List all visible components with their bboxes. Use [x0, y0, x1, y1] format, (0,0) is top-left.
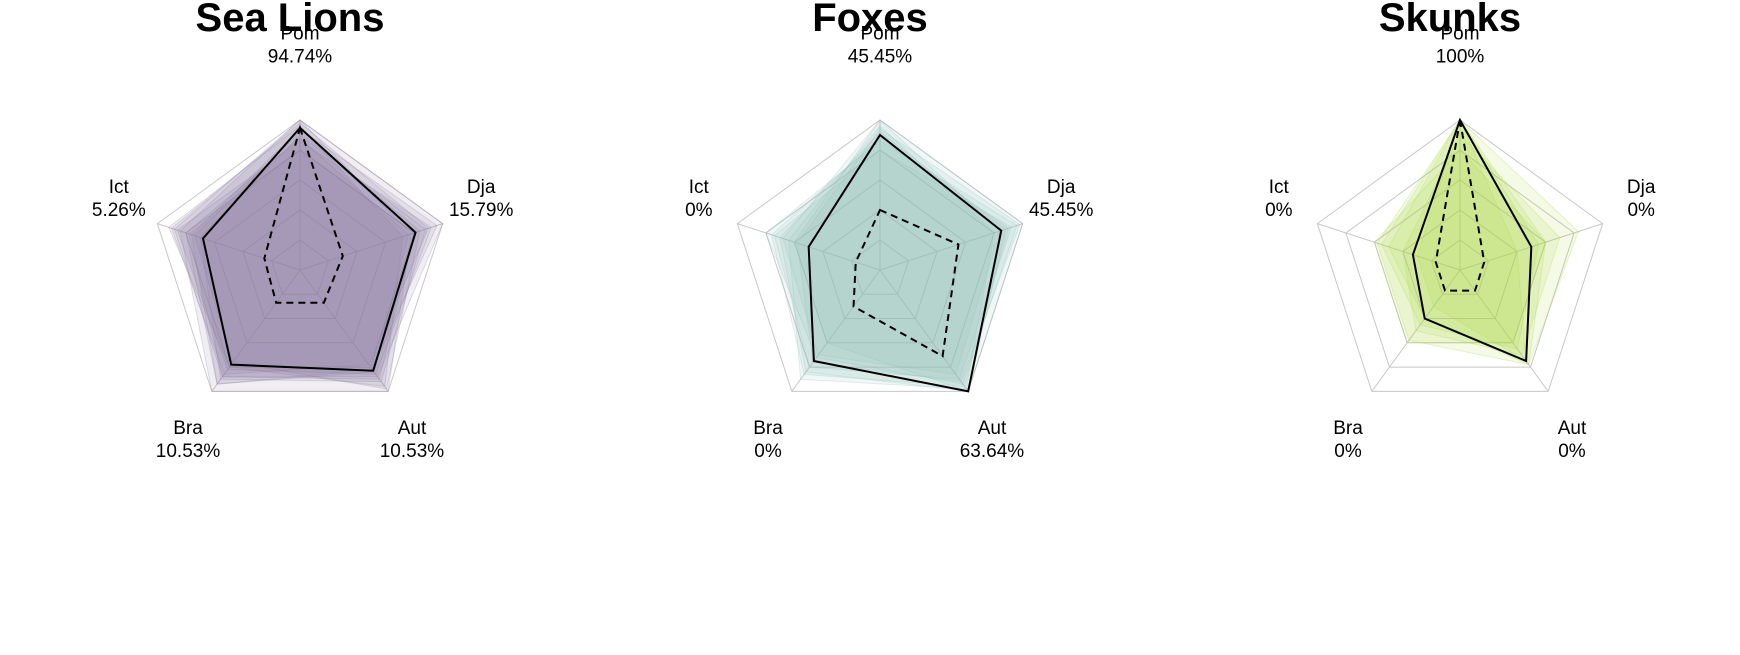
axis-spoke: [879, 269, 969, 392]
data-polygon: [793, 119, 1024, 392]
axis-label: Bra: [753, 418, 783, 439]
axis-value-label: 0%: [1627, 200, 1655, 221]
axis-label: Bra: [1333, 418, 1363, 439]
grid-ring: [213, 179, 387, 344]
data-polygon: [796, 128, 1021, 383]
axis-spoke: [157, 223, 301, 271]
data-polygon: [779, 131, 1007, 392]
grid-ring: [1345, 149, 1575, 368]
axis-value-label: 0%: [1334, 441, 1362, 462]
axis-value-label: 45.45%: [1029, 200, 1094, 221]
summary-line-solid: [807, 133, 1003, 393]
axis-spoke: [299, 223, 443, 271]
axis-value-label: 10.53%: [156, 441, 221, 462]
axis-label: Dja: [1627, 177, 1656, 198]
grid-ring: [765, 149, 995, 368]
data-polygon: [1373, 149, 1547, 344]
data-polygon: [173, 119, 444, 378]
radar-panel-sea-lions: Sea Lions Pom 94.74% Dja 15.79% Aut 10.53% Bra…: [0, 0, 580, 650]
data-polygon: [191, 128, 438, 385]
axis-label: Pom: [280, 24, 319, 45]
axis-label: Ict: [109, 177, 130, 198]
radar-panel-skunks: Skunks Pom 100% Dja 0% Aut 0% Bra 0% Ict 0%: [1160, 0, 1740, 650]
axis-value-label: 0%: [1265, 200, 1293, 221]
axis-label: Aut: [978, 418, 1007, 439]
axis-label: Aut: [398, 418, 427, 439]
grid-ring: [1316, 119, 1604, 392]
grid-ring: [156, 119, 444, 392]
data-polygon: [765, 140, 1018, 385]
axis-value-label: 63.64%: [960, 441, 1025, 462]
summary-line-solid: [201, 126, 417, 372]
grid-ring: [270, 239, 330, 295]
grid-ring: [850, 239, 910, 295]
axis-label: Dja: [1047, 177, 1076, 198]
data-polygon: [176, 140, 432, 375]
axis-value-label: 100%: [1436, 47, 1485, 68]
axis-label: Dja: [467, 177, 496, 198]
data-polygon: [185, 137, 409, 385]
axis-label: Bra: [173, 418, 203, 439]
data-polygon: [179, 119, 412, 392]
grid-ring: [1373, 179, 1547, 344]
axis-value-label: 15.79%: [449, 200, 514, 221]
axis-value-label: 94.74%: [268, 47, 333, 68]
summary-line-dashed: [852, 208, 960, 358]
axis-value-label: 5.26%: [92, 200, 146, 221]
axis-label: Aut: [1558, 418, 1587, 439]
axis-value-label: 0%: [1558, 441, 1586, 462]
summary-line-dashed: [263, 124, 344, 304]
grid-ring: [793, 179, 967, 344]
data-polygon: [1388, 119, 1579, 366]
radar-panel-foxes: Foxes Pom 45.45% Dja 45.45% Aut 63.64% Bra 0% Ic…: [580, 0, 1160, 650]
data-polygon: [788, 125, 995, 390]
grid-ring: [822, 209, 938, 320]
axis-value-label: 45.45%: [848, 47, 913, 68]
data-polygon: [199, 134, 427, 383]
summary-line-dashed: [1434, 119, 1486, 292]
summary-line-solid: [1411, 117, 1533, 363]
axis-spoke: [211, 269, 301, 392]
axis-value-label: 0%: [685, 200, 713, 221]
axis-label: Ict: [1269, 177, 1290, 198]
axis-spoke: [879, 223, 1023, 271]
data-polygon: [168, 125, 404, 388]
axis-label: Ict: [689, 177, 710, 198]
grid-ring: [1402, 209, 1518, 320]
axis-spoke: [791, 269, 881, 392]
chart-title: Skunks: [1378, 0, 1522, 40]
grid-ring: [242, 209, 358, 320]
data-polygon: [193, 131, 421, 390]
grid-ring: [1430, 239, 1490, 295]
data-polygon: [188, 149, 415, 380]
data-polygon: [1376, 119, 1547, 366]
axis-label: Pom: [860, 24, 899, 45]
grid-ring: [736, 119, 1024, 392]
radar-chart-sea-lions: Pom94.74%Dja15.79%Aut10.53%Bra10.53%Ict5…: [92, 24, 514, 463]
data-polygon: [771, 137, 1009, 388]
axis-value-label: 0%: [754, 441, 782, 462]
axis-value-label: 10.53%: [380, 441, 445, 462]
data-polygon: [1416, 118, 1527, 362]
chart-title: Foxes: [812, 0, 928, 40]
chart-title: Sea Lions: [195, 0, 385, 40]
axis-label: Pom: [1440, 24, 1479, 45]
